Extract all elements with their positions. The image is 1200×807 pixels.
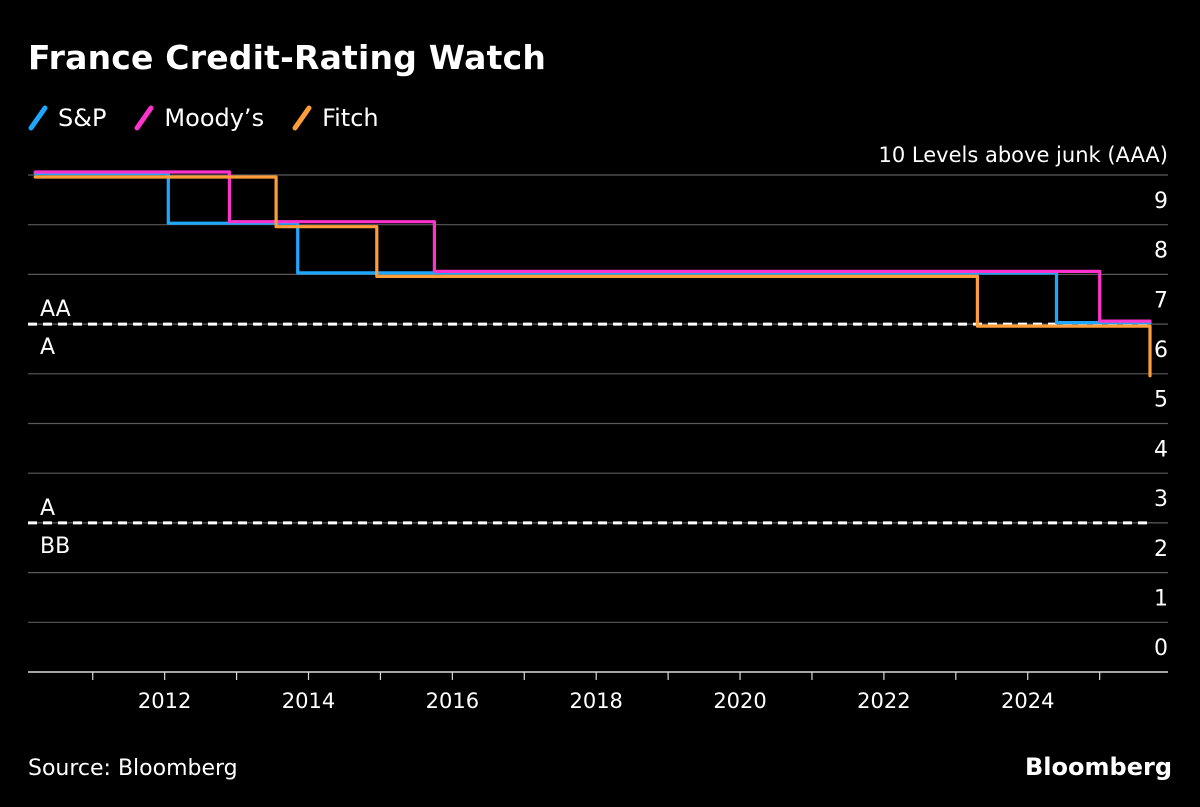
legend-label-sp: S&P [58, 104, 107, 132]
series-line-fitch [33, 175, 1152, 378]
y-tick-label: 7 [1154, 288, 1168, 313]
x-tick-label: 2012 [138, 689, 191, 713]
y-tick-label: 9 [1154, 189, 1168, 214]
x-tick-label: 2024 [1001, 689, 1054, 713]
y-tick-label: 3 [1154, 487, 1168, 512]
legend-label-moodys: Moody’s [164, 104, 265, 132]
y-tick-label: 8 [1154, 239, 1168, 264]
x-tick-label: 2020 [713, 689, 766, 713]
y-tick-label: 4 [1154, 437, 1168, 462]
legend-item-fitch: Fitch [292, 104, 379, 132]
x-tick-label: 2022 [857, 689, 910, 713]
series-line-sp [33, 171, 1152, 325]
legend-label-fitch: Fitch [322, 104, 379, 132]
x-tick-label: 2016 [426, 689, 479, 713]
legend-swatch-moodys [134, 105, 154, 131]
reference-label-below: BB [40, 534, 70, 559]
legend-swatch-fitch [292, 105, 312, 131]
legend-swatch-sp [28, 105, 48, 131]
series-line-moodys [33, 170, 1152, 323]
reference-label-above: A [40, 496, 55, 521]
legend-item-moodys: Moody’s [134, 104, 264, 132]
y-axis-title: 10 Levels above junk (AAA) [879, 143, 1168, 167]
y-tick-label: 2 [1154, 537, 1168, 562]
legend-item-sp: S&P [28, 104, 106, 132]
brand-logo: Bloomberg [1025, 753, 1172, 781]
y-tick-label: 6 [1154, 338, 1168, 363]
x-tick-label: 2018 [569, 689, 622, 713]
source-note: Source: Bloomberg [28, 756, 238, 781]
chart-legend: S&P Moody’s Fitch [28, 104, 379, 132]
y-tick-label: 1 [1154, 586, 1168, 611]
y-tick-label: 0 [1154, 636, 1168, 661]
y-tick-label: 5 [1154, 388, 1168, 413]
chart-title: France Credit-Rating Watch [28, 38, 547, 77]
x-tick-label: 2014 [282, 689, 335, 713]
reference-label-below: A [40, 335, 55, 360]
reference-label-above: AA [40, 297, 71, 322]
